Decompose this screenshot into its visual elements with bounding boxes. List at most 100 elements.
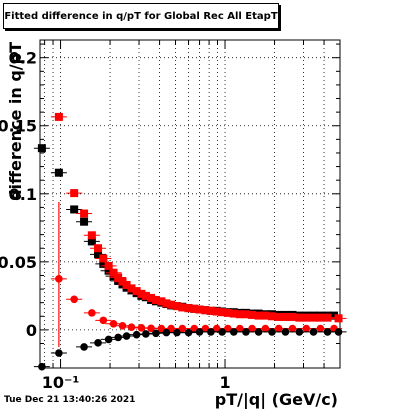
data-point-square	[87, 237, 96, 246]
data-point-circle	[137, 324, 146, 332]
data-point-circle	[118, 322, 127, 330]
data-point-square	[99, 259, 108, 268]
data-point-circle	[70, 295, 78, 304]
data-point-square	[201, 306, 210, 315]
data-point-square	[104, 261, 113, 270]
data-point-circle	[224, 324, 232, 333]
data-point-square	[147, 293, 156, 302]
data-point-square	[218, 308, 227, 317]
data-point-circle	[94, 339, 102, 347]
data-point-circle	[178, 324, 187, 333]
data-point-circle	[323, 328, 332, 336]
data-point-circle	[201, 324, 210, 333]
data-point-circle	[147, 324, 155, 333]
data-point-circle	[55, 349, 63, 357]
data-point-square	[70, 189, 79, 198]
data-point-circle	[248, 324, 256, 333]
data-point-circle	[242, 328, 250, 336]
data-point-circle	[114, 333, 122, 342]
data-point-square	[288, 312, 297, 321]
data-point-square	[132, 287, 141, 296]
data-point-square	[54, 112, 63, 121]
data-point-circle	[212, 324, 221, 333]
data-point-circle	[157, 324, 166, 333]
y-tick-label: 0	[26, 321, 37, 340]
data-point-circle	[302, 324, 311, 333]
data-point-square	[212, 307, 221, 316]
data-point-square	[87, 231, 96, 240]
data-point-square	[54, 168, 63, 177]
data-point-circle	[295, 328, 304, 336]
data-point-square	[122, 280, 131, 289]
data-point-circle	[281, 328, 290, 336]
data-point-circle	[334, 328, 343, 336]
data-point-square	[248, 310, 257, 319]
data-point-square	[223, 308, 232, 317]
data-point-circle	[109, 319, 118, 328]
data-point-circle	[173, 328, 181, 337]
data-point-circle	[152, 329, 160, 338]
x-tick-label: 10⁻¹	[42, 373, 80, 392]
data-point-square	[94, 244, 103, 253]
data-point-square	[172, 302, 181, 311]
y-tick-label: 0.2	[9, 49, 37, 68]
data-point-circle	[195, 328, 204, 336]
data-point-circle	[184, 328, 193, 337]
data-point-square	[109, 268, 118, 277]
y-tick-label: 0.1	[9, 185, 37, 204]
data-point-square	[261, 311, 270, 320]
x-axis-title: pT/|q| (GeV/c)	[215, 390, 338, 409]
data-point-square	[127, 284, 136, 293]
chart-title: Fitted difference in q/pT for Global Rec…	[3, 3, 279, 29]
y-tick-label: 0.05	[0, 253, 37, 272]
data-point-square	[268, 312, 277, 321]
data-point-square	[330, 311, 339, 320]
data-point-circle	[38, 362, 46, 371]
data-point-circle	[261, 324, 270, 333]
data-point-square	[37, 144, 46, 153]
data-point-circle	[80, 343, 88, 351]
data-point-square	[184, 304, 193, 313]
data-point-circle	[99, 316, 108, 325]
data-point-circle	[268, 328, 276, 336]
data-point-square	[80, 217, 89, 226]
data-point-square	[178, 303, 187, 312]
data-point-circle	[88, 309, 96, 317]
data-point-circle	[229, 328, 238, 336]
data-point-square	[141, 291, 150, 300]
data-point-square	[114, 273, 123, 282]
data-point-square	[157, 297, 166, 306]
data-point-circle	[122, 332, 131, 340]
data-point-circle	[288, 324, 297, 333]
x-tick-label: 1	[219, 373, 230, 392]
data-point-square	[137, 289, 146, 298]
data-point-square	[80, 209, 89, 218]
data-point-circle	[274, 324, 283, 333]
data-point-square	[206, 306, 215, 315]
data-point-circle	[142, 330, 150, 338]
data-point-square	[94, 250, 103, 259]
data-point-square	[118, 277, 127, 286]
data-point-square	[190, 304, 199, 313]
data-point-square	[241, 310, 250, 319]
data-point-square	[151, 295, 160, 304]
data-point-circle	[55, 275, 63, 283]
data-point-circle	[127, 323, 136, 331]
data-point-circle	[132, 330, 141, 339]
data-point-circle	[254, 328, 263, 336]
data-point-square	[229, 309, 238, 318]
data-point-circle	[104, 335, 113, 344]
data-point-circle	[162, 328, 171, 337]
y-axis-title: difference in q/pT	[6, 42, 25, 201]
data-point-square	[195, 305, 204, 314]
data-point-square	[323, 313, 332, 322]
data-point-square	[99, 254, 108, 263]
data-point-circle	[207, 328, 215, 336]
data-point-circle	[236, 324, 244, 333]
data-point-square	[162, 299, 171, 308]
data-point-square	[104, 266, 113, 275]
timestamp-label: Tue Dec 21 13:40:26 2021	[4, 395, 136, 405]
data-point-circle	[316, 324, 325, 333]
